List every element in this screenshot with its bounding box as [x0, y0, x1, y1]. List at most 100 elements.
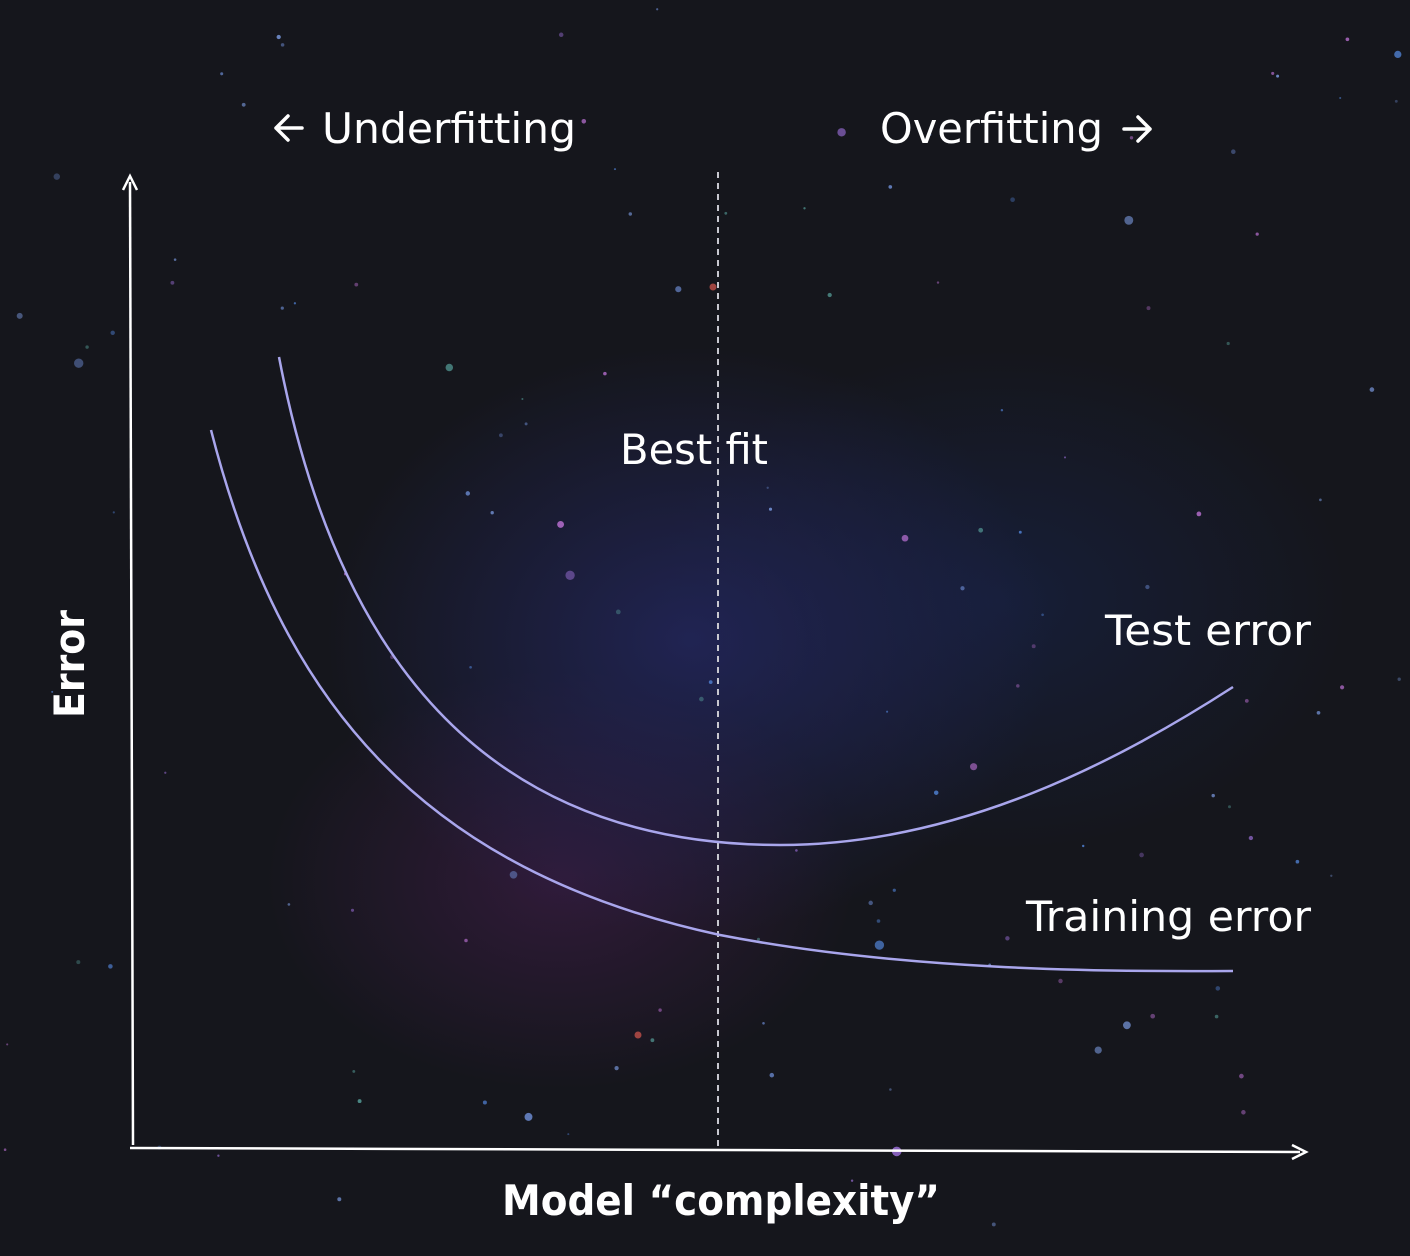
- star-dot: [889, 1088, 892, 1091]
- star-dot: [1146, 306, 1151, 311]
- star-dot: [6, 1043, 9, 1046]
- star-dot: [614, 1065, 619, 1071]
- star-dot: [960, 586, 965, 591]
- star-dot: [928, 133, 932, 136]
- star-dot: [1330, 874, 1333, 877]
- training-error-label: Training error: [1025, 892, 1312, 941]
- star-dot: [445, 363, 454, 372]
- star-dot: [465, 491, 471, 496]
- y-axis-label: Error: [45, 610, 94, 718]
- star-dot: [1211, 793, 1215, 798]
- star-dot: [675, 286, 682, 293]
- y-axis: [121, 173, 139, 1146]
- star-dot: [876, 919, 881, 923]
- star-dot: [354, 282, 359, 287]
- star-dot: [1005, 936, 1010, 941]
- star-dot: [1319, 498, 1322, 502]
- star-dot: [1018, 530, 1022, 534]
- star-dot: [1196, 511, 1202, 517]
- star-dot: [1081, 844, 1085, 848]
- star-dot: [3, 1148, 7, 1151]
- star-dot: [656, 8, 659, 11]
- star-dot: [933, 790, 939, 795]
- star-dot: [1016, 684, 1020, 688]
- star-dot: [74, 358, 84, 368]
- star-dot: [1241, 1110, 1246, 1115]
- star-dot: [1239, 1073, 1244, 1079]
- star-dot: [658, 1008, 662, 1012]
- star-dot: [1228, 805, 1231, 809]
- star-dot: [1124, 215, 1134, 225]
- star-dot: [991, 1222, 996, 1227]
- star-dot: [1295, 859, 1300, 864]
- star-dot: [217, 1154, 220, 1157]
- star-dot: [53, 173, 61, 180]
- star-dot: [650, 1038, 655, 1043]
- star-dot: [1063, 456, 1067, 459]
- star-dot: [874, 940, 885, 950]
- star-dot: [724, 211, 728, 215]
- star-dot: [769, 1072, 775, 1078]
- star-dot: [603, 371, 607, 376]
- star-dot: [1244, 699, 1249, 703]
- star-dot: [1123, 1021, 1131, 1030]
- star-dot: [1340, 685, 1345, 690]
- star-dot: [1145, 584, 1150, 590]
- star-dot: [357, 1099, 362, 1104]
- star-dot: [766, 486, 769, 489]
- star-dot: [1345, 37, 1350, 42]
- star-dot: [1394, 50, 1402, 59]
- star-dot: [901, 534, 909, 542]
- star-dot: [1226, 341, 1230, 346]
- star-dot: [581, 119, 587, 124]
- star-dot: [1271, 71, 1275, 75]
- star-dot: [173, 258, 177, 261]
- star-dot: [1031, 644, 1036, 649]
- star-dot: [558, 32, 564, 38]
- star-dot: [1058, 978, 1063, 984]
- star-dot: [803, 207, 806, 210]
- star-dot: [337, 1197, 342, 1202]
- star-dot: [220, 72, 224, 76]
- star-dot: [628, 212, 633, 216]
- arrow-right-icon: [1122, 115, 1152, 143]
- x-axis-label: Model “complexity”: [502, 1176, 940, 1225]
- star-dot: [1276, 74, 1280, 78]
- star-dot: [762, 1022, 765, 1025]
- overfitting-indicator: Overfitting: [880, 104, 1152, 153]
- star-dot: [886, 710, 889, 713]
- underfitting-label: Underfitting: [322, 104, 576, 153]
- star-dot: [868, 900, 873, 906]
- test-error-label: Test error: [1104, 606, 1312, 655]
- training-error-curve: [209, 429, 1234, 973]
- star-dot: [1369, 387, 1375, 392]
- star-dot: [16, 312, 23, 319]
- star-dot: [293, 302, 297, 305]
- star-dot: [1139, 852, 1144, 858]
- star-dot: [1094, 1046, 1102, 1054]
- star-dot: [469, 665, 472, 669]
- star-dot: [112, 511, 115, 514]
- star-dot: [567, 1133, 570, 1136]
- star-dot: [827, 292, 832, 298]
- star-dot: [1214, 1014, 1219, 1019]
- star-dot: [615, 609, 621, 615]
- star-dot: [276, 34, 281, 40]
- star-dot: [76, 960, 81, 965]
- x-axis: [129, 1143, 1309, 1161]
- star-dot: [1041, 613, 1044, 617]
- y-axis-arrow-icon: [121, 173, 139, 191]
- test-error-curve: [277, 356, 1234, 847]
- star-dot: [1215, 986, 1221, 991]
- star-dot: [1231, 149, 1236, 154]
- star-dot: [280, 43, 285, 47]
- star-dot: [521, 397, 524, 401]
- star-dot: [524, 422, 528, 426]
- star-dot: [850, 1179, 854, 1182]
- star-dot: [482, 1100, 487, 1105]
- star-dot: [565, 570, 575, 580]
- star-dot: [888, 185, 893, 189]
- star-dot: [970, 763, 978, 771]
- star-dot: [51, 690, 54, 693]
